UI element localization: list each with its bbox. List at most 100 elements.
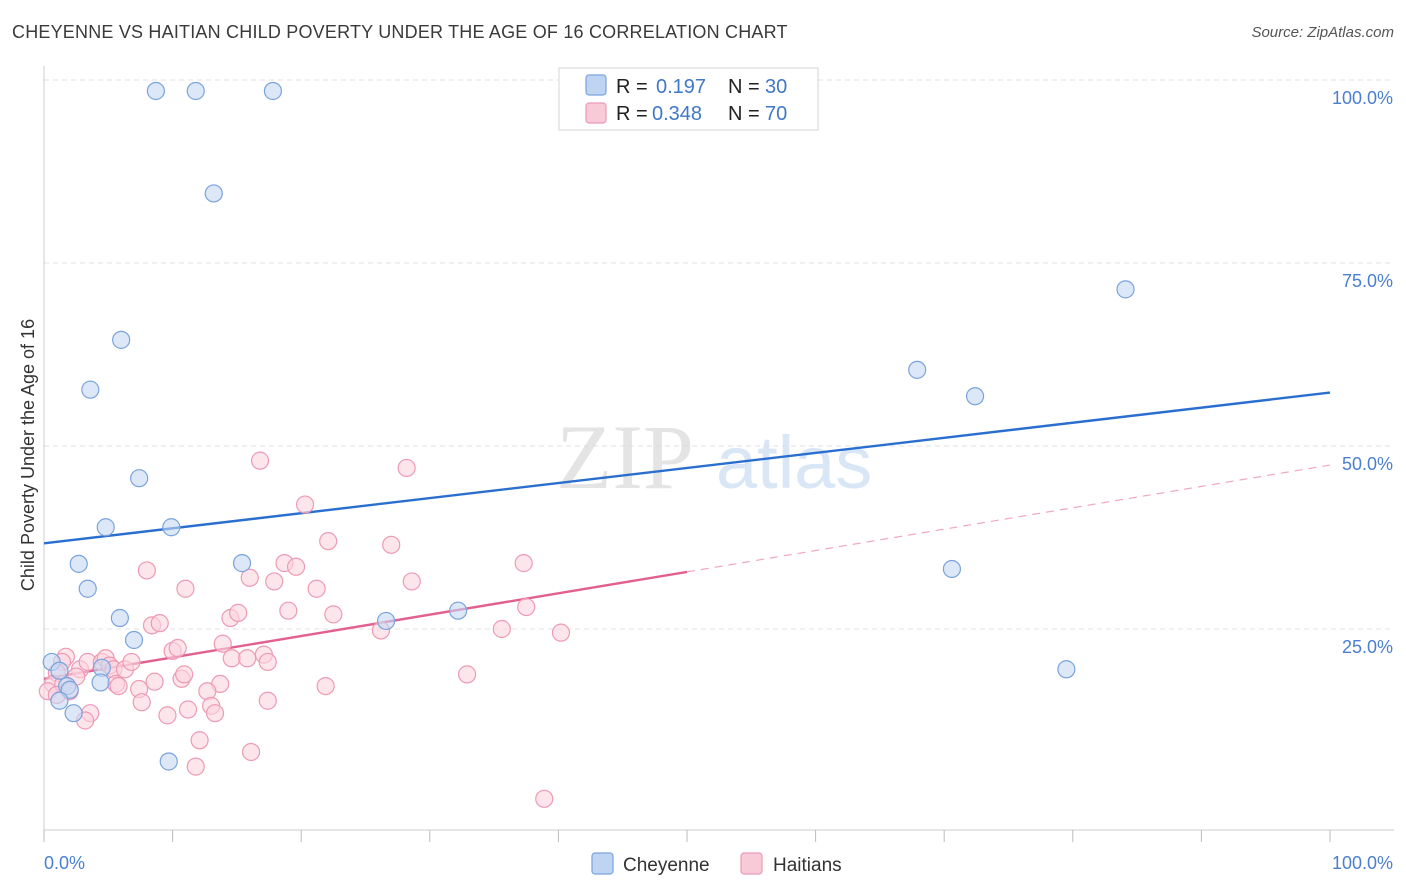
- data-point-haitians: [316, 676, 335, 696]
- bottom-legend-haitians: Haitians: [773, 855, 842, 876]
- legend-n-label-haitians: N =: [728, 103, 760, 125]
- data-point-haitians: [535, 789, 554, 808]
- x-tick-label-min: 0.0%: [44, 853, 85, 873]
- trend-line-cheyenne: [43, 391, 1331, 545]
- data-point-cheyenne: [78, 579, 97, 598]
- legend-n-value-haitians: 70: [765, 103, 787, 125]
- data-point-haitians: [307, 579, 326, 598]
- data-point-cheyenne: [1116, 280, 1135, 299]
- data-point-haitians: [222, 649, 241, 668]
- data-point-cheyenne: [130, 469, 149, 488]
- y-tick-label: 75.0%: [1342, 271, 1393, 291]
- data-point-haitians: [457, 665, 477, 684]
- legend-n-label-cheyenne: N =: [728, 76, 760, 98]
- y-tick-label: 100.0%: [1332, 88, 1393, 108]
- legend-r-label-haitians: R =: [616, 103, 648, 125]
- data-point-haitians: [229, 603, 248, 622]
- trend-extension-haitians: [686, 464, 1331, 573]
- data-point-cheyenne: [124, 630, 144, 650]
- data-point-haitians: [132, 693, 151, 712]
- bottom-legend-cheyenne: Cheyenne: [623, 855, 710, 876]
- data-point-haitians: [265, 572, 284, 591]
- data-point-haitians: [137, 561, 156, 580]
- data-point-cheyenne: [69, 554, 88, 573]
- data-point-cheyenne: [159, 752, 178, 771]
- data-point-cheyenne: [908, 360, 927, 379]
- source-credit: Source: ZipAtlas.com: [1251, 24, 1394, 41]
- data-point-cheyenne: [942, 559, 962, 579]
- data-point-haitians: [295, 495, 315, 514]
- data-point-cheyenne: [232, 554, 252, 573]
- bottom-legend: Cheyenne Haitians: [591, 852, 842, 876]
- data-point-haitians: [402, 572, 421, 591]
- grid-lines: [44, 79, 1394, 630]
- trend-line-haitians: [43, 570, 688, 680]
- data-point-haitians: [205, 704, 225, 723]
- data-point-haitians: [240, 568, 259, 587]
- data-point-haitians: [238, 649, 257, 668]
- bottom-legend-swatch-haitians: [740, 852, 763, 875]
- data-point-haitians: [176, 579, 195, 598]
- data-point-cheyenne: [91, 673, 110, 692]
- axes: [43, 66, 1394, 842]
- data-point-haitians: [241, 742, 261, 762]
- trend-lines: [43, 391, 1331, 680]
- data-point-haitians: [279, 601, 298, 620]
- legend-n-value-cheyenne: 30: [765, 76, 787, 98]
- data-point-haitians: [397, 458, 416, 478]
- legend-swatch-haitians: [585, 102, 607, 124]
- data-point-haitians: [158, 706, 177, 725]
- data-point-haitians: [319, 532, 338, 551]
- data-point-haitians: [145, 672, 164, 691]
- data-point-haitians: [150, 614, 169, 633]
- data-point-haitians: [492, 619, 511, 639]
- data-point-cheyenne: [1057, 660, 1076, 679]
- data-point-haitians: [514, 554, 533, 573]
- data-point-haitians: [190, 731, 209, 750]
- data-point-cheyenne: [81, 380, 100, 399]
- data-point-haitians: [382, 535, 401, 554]
- y-axis-label: Child Poverty Under the Age of 16: [18, 319, 38, 591]
- data-point-cheyenne: [448, 601, 468, 620]
- y-tick-label: 50.0%: [1342, 454, 1393, 474]
- data-point-haitians: [178, 700, 198, 719]
- data-point-cheyenne: [376, 611, 396, 631]
- watermark-zip: ZIP: [556, 406, 694, 508]
- legend-swatch-cheyenne: [585, 74, 607, 96]
- data-point-haitians: [213, 634, 232, 653]
- data-point-cheyenne: [96, 518, 115, 537]
- data-point-cheyenne: [162, 518, 181, 537]
- data-point-haitians: [186, 757, 205, 776]
- legend-r-label-cheyenne: R =: [616, 76, 648, 98]
- data-point-cheyenne: [64, 704, 83, 723]
- data-point-cheyenne: [50, 691, 69, 710]
- data-point-cheyenne: [50, 661, 69, 680]
- data-point-cheyenne: [186, 81, 205, 101]
- data-point-cheyenne: [110, 608, 129, 628]
- data-point-haitians: [551, 623, 571, 642]
- data-point-cheyenne: [263, 81, 283, 101]
- data-point-haitians: [122, 652, 141, 672]
- data-point-cheyenne: [112, 330, 131, 349]
- bottom-legend-swatch-cheyenne: [591, 852, 614, 875]
- legend-r-value-haitians: 0.348: [652, 103, 702, 125]
- data-point-haitians: [109, 676, 128, 696]
- data-point-haitians: [250, 451, 270, 470]
- legend-box: R = 0.197 N = 30 R = 0.348 N = 70: [558, 67, 819, 131]
- data-point-haitians: [258, 691, 277, 710]
- x-tick-label-max: 100.0%: [1332, 853, 1393, 873]
- data-point-haitians: [517, 597, 536, 617]
- data-point-haitians: [286, 557, 306, 576]
- data-point-haitians: [175, 665, 194, 684]
- data-point-cheyenne: [965, 387, 985, 406]
- data-point-haitians: [168, 638, 187, 658]
- data-point-cheyenne: [204, 184, 223, 203]
- data-point-haitians: [258, 652, 277, 672]
- chart-title: CHEYENNE VS HAITIAN CHILD POVERTY UNDER …: [12, 22, 788, 42]
- tick-labels: 25.0% 50.0% 75.0% 100.0% 0.0% 100.0%: [44, 88, 1393, 873]
- data-points: [38, 81, 1135, 808]
- data-point-cheyenne: [146, 81, 165, 101]
- data-point-haitians: [324, 605, 343, 624]
- y-tick-label: 25.0%: [1342, 637, 1393, 657]
